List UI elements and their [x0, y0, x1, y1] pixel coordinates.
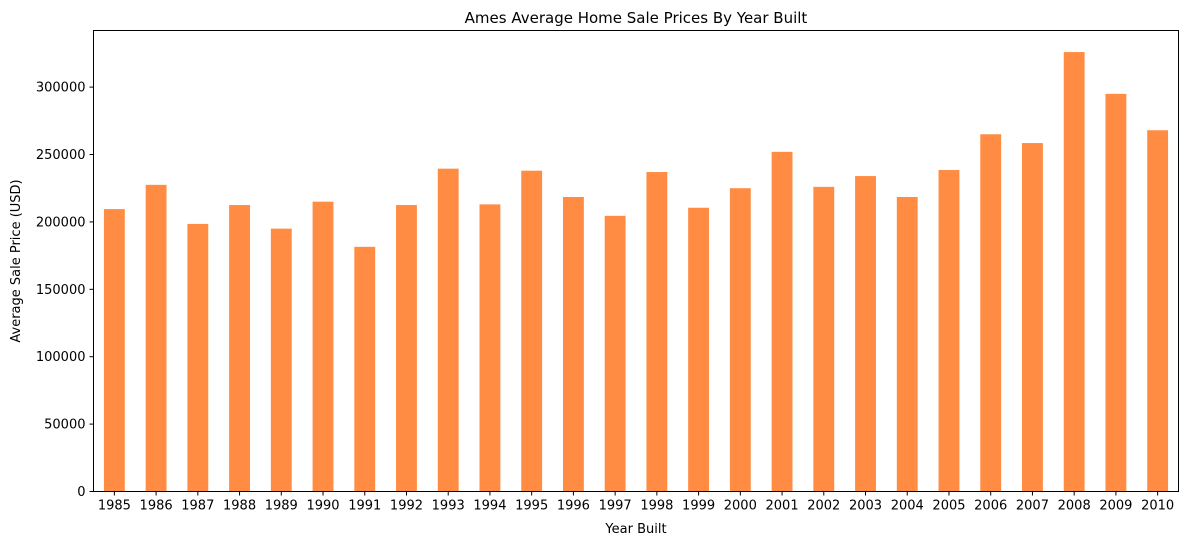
x-tick-label: 1988 — [223, 499, 256, 514]
x-tick-label: 1998 — [640, 499, 673, 514]
bar-2004 — [896, 196, 918, 492]
y-tick-label: 100000 — [36, 350, 86, 365]
y-tick-label: 300000 — [36, 81, 86, 96]
bar-1985 — [103, 209, 125, 492]
bar-1998 — [646, 172, 668, 492]
x-tick-label: 1997 — [599, 499, 632, 514]
x-tick-label: 2002 — [807, 499, 840, 514]
x-tick-label: 2007 — [1016, 499, 1049, 514]
bar-2001 — [771, 151, 793, 492]
bar-1995 — [521, 170, 543, 492]
x-tick-label: 2001 — [766, 499, 799, 514]
x-tick-label: 2008 — [1058, 499, 1091, 514]
bar-2006 — [980, 134, 1002, 492]
x-tick-label: 1992 — [390, 499, 423, 514]
x-tick-label: 2000 — [724, 499, 757, 514]
bar-2000 — [729, 188, 751, 492]
x-tick-label: 2005 — [932, 499, 965, 514]
y-tick-label: 0 — [77, 485, 85, 500]
x-tick-label: 2003 — [849, 499, 882, 514]
bar-1994 — [479, 204, 501, 492]
x-tick-label: 1996 — [557, 499, 590, 514]
x-tick-label: 1994 — [473, 499, 506, 514]
bar-2008 — [1063, 52, 1085, 492]
x-tick-label: 1993 — [432, 499, 465, 514]
bar-1989 — [270, 228, 292, 492]
y-tick-label: 200000 — [36, 215, 86, 230]
chart-title: Ames Average Home Sale Prices By Year Bu… — [465, 9, 808, 27]
plot-frame — [93, 30, 1179, 492]
bar-2007 — [1022, 143, 1043, 492]
bar-2010 — [1147, 130, 1169, 492]
x-tick-label: 1987 — [181, 499, 214, 514]
x-tick-label: 1995 — [515, 499, 548, 514]
x-tick-label: 1989 — [265, 499, 298, 514]
bar-2003 — [855, 176, 876, 492]
x-tick-label: 1991 — [348, 499, 381, 514]
bars-group — [103, 52, 1169, 492]
bar-1991 — [354, 246, 376, 492]
bar-1996 — [562, 196, 584, 492]
x-tick-label: 2010 — [1141, 499, 1174, 514]
x-axis-ticks: 1985 1986 1987 1988 1989 1990 1991 1992 1993 1994… — [98, 491, 1174, 514]
x-axis-label: Year Built — [604, 522, 666, 537]
x-tick-label: 1990 — [306, 499, 339, 514]
bar-2009 — [1105, 93, 1127, 492]
bar-2005 — [938, 170, 960, 492]
x-tick-label: 1985 — [98, 499, 131, 514]
bar-1999 — [688, 207, 710, 492]
y-axis-label: Average Sale Price (USD) — [9, 179, 24, 342]
y-tick-label: 250000 — [36, 148, 86, 163]
x-tick-label: 1986 — [140, 499, 173, 514]
y-axis-ticks: 0 50000 100000 150000 200000 250000 300000 — [36, 81, 94, 500]
x-tick-label: 2004 — [891, 499, 924, 514]
x-tick-label: 2009 — [1099, 499, 1132, 514]
y-tick-label: 50000 — [44, 418, 85, 433]
x-tick-label: 2006 — [974, 499, 1007, 514]
bar-1990 — [312, 201, 334, 492]
bar-1993 — [437, 168, 459, 492]
x-tick-label: 1999 — [682, 499, 715, 514]
bar-1997 — [604, 215, 626, 492]
bar-1987 — [187, 223, 209, 492]
bar-1992 — [396, 205, 417, 492]
bar-1986 — [145, 184, 167, 492]
bar-1988 — [229, 205, 250, 492]
bar-2002 — [813, 186, 835, 492]
y-tick-label: 150000 — [36, 283, 86, 298]
